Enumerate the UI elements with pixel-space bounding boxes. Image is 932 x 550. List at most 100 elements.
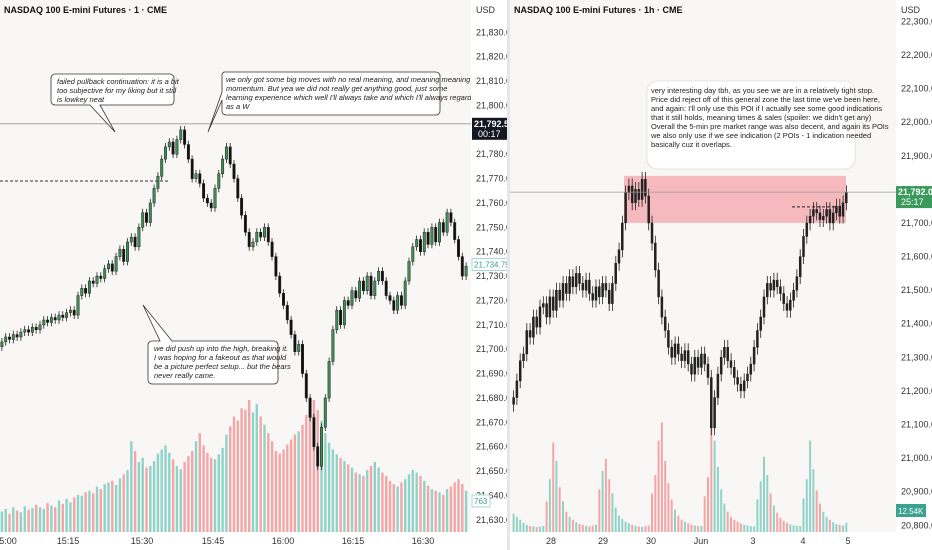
- volume-bar: [248, 400, 251, 532]
- right-time-axis[interactable]: 28 29 30 Jun 3 4 5: [510, 532, 896, 550]
- volume-bar: [423, 480, 426, 532]
- volume-bar: [27, 509, 30, 532]
- candle: [304, 369, 308, 402]
- candle: [422, 228, 426, 256]
- volume-bar: [339, 457, 342, 533]
- volume-bar: [267, 433, 270, 532]
- volume-bar: [324, 433, 327, 532]
- candle: [772, 272, 776, 298]
- right-price-axis[interactable]: USD 22,300.00 22,200.00 22,100.00 22,000.00…: [896, 0, 932, 532]
- candle: [308, 394, 312, 422]
- candle: [38, 320, 42, 334]
- volume-bar: [99, 489, 102, 532]
- left-time-axis[interactable]: 5:00 15:15 15:30 15:45 16:00 16:15 16:30: [0, 532, 471, 550]
- volume-bar: [651, 493, 653, 532]
- candle: [0, 338, 4, 351]
- candle: [209, 199, 213, 212]
- candle: [736, 370, 739, 392]
- left-secondary-price-label: 21,734.75: [474, 261, 510, 270]
- volume-bar: [457, 479, 460, 532]
- candle: [449, 208, 453, 227]
- volume-bar: [4, 508, 7, 532]
- y-tick-label: 21,300.00: [901, 352, 932, 362]
- x-tick-label: 16:15: [342, 536, 365, 546]
- volume-bar: [842, 525, 844, 532]
- volume-bar: [149, 466, 152, 532]
- y-tick-label: 21,700.00: [901, 218, 932, 228]
- volume-bar: [61, 503, 64, 532]
- x-tick-label: 4: [800, 536, 805, 546]
- candle: [202, 179, 206, 202]
- volume-bar: [171, 459, 175, 532]
- volume-bar: [274, 451, 278, 532]
- y-tick-label: 21,100.00: [901, 420, 932, 430]
- candle: [739, 376, 743, 399]
- volume-bar: [730, 516, 732, 532]
- volume-bar: [175, 466, 179, 532]
- volume-bar: [232, 416, 236, 532]
- volume-bar: [240, 408, 243, 533]
- candle: [624, 185, 627, 231]
- volume-bar: [194, 441, 198, 533]
- candle: [198, 169, 202, 188]
- right-axis-currency: USD: [901, 5, 921, 15]
- volume-bar: [369, 466, 373, 532]
- candle: [561, 276, 565, 308]
- volume-bar: [305, 414, 308, 532]
- candle: [251, 238, 255, 251]
- volume-bar: [415, 472, 418, 532]
- candle: [399, 291, 403, 310]
- volume-bar: [335, 454, 338, 532]
- y-tick-label: 21,760.00: [476, 198, 516, 208]
- volume-bar: [693, 525, 696, 532]
- volume-bar: [677, 515, 680, 532]
- volume-bar: [552, 442, 555, 532]
- volume-bar: [690, 524, 693, 532]
- note-d-line-6: we also only use if we see indication (2…: [650, 131, 871, 140]
- candle: [640, 171, 644, 207]
- candle: [746, 366, 749, 389]
- candle: [650, 215, 654, 251]
- candle: [186, 140, 190, 163]
- volume-bar: [255, 404, 258, 532]
- candle: [282, 289, 285, 310]
- left-y-ticks: 21,830.00 21,820.00 21,810.00 21,800.00 21,7…: [476, 27, 516, 524]
- candle: [528, 323, 532, 345]
- candle: [441, 218, 445, 237]
- candle: [57, 311, 61, 324]
- pane-divider[interactable]: [507, 0, 510, 550]
- volume-bar: [522, 522, 525, 532]
- volume-bar: [461, 484, 464, 532]
- candle: [224, 143, 228, 163]
- left-volume-bars: [0, 400, 468, 533]
- note-d-line-4: that it still holds, meaning times & sal…: [651, 113, 872, 122]
- note-a-line-2: too subjective for my liking but it stil…: [57, 86, 177, 95]
- candle: [183, 126, 187, 149]
- left-axis-currency: USD: [476, 5, 496, 15]
- volume-bar: [555, 460, 558, 532]
- candle: [42, 316, 46, 329]
- volume-bar: [381, 472, 384, 532]
- volume-bar: [535, 527, 538, 532]
- volume-bar: [133, 451, 137, 532]
- left-price-axis[interactable]: USD 21,830.00 21,820.00 21,810.00 21,800.00…: [471, 0, 516, 532]
- candle: [667, 323, 670, 355]
- volume-bar: [65, 499, 68, 532]
- volume-bar: [400, 482, 403, 532]
- candle: [369, 272, 373, 300]
- candle: [190, 155, 194, 183]
- volume-bar: [221, 447, 224, 532]
- x-tick-label: 15:15: [57, 536, 80, 546]
- volume-bar: [404, 479, 407, 532]
- candle: [274, 252, 278, 280]
- volume-bar: [54, 507, 57, 533]
- candle: [228, 143, 232, 168]
- candle: [789, 292, 792, 318]
- candle: [87, 277, 91, 298]
- volume-bar: [585, 525, 588, 532]
- right-chart-title: NASDAQ 100 E-mini Futures · 1h · CME: [514, 5, 683, 15]
- candle: [243, 211, 247, 237]
- volume-bar: [512, 513, 515, 532]
- volume-bar: [358, 474, 361, 533]
- candle: [213, 184, 217, 212]
